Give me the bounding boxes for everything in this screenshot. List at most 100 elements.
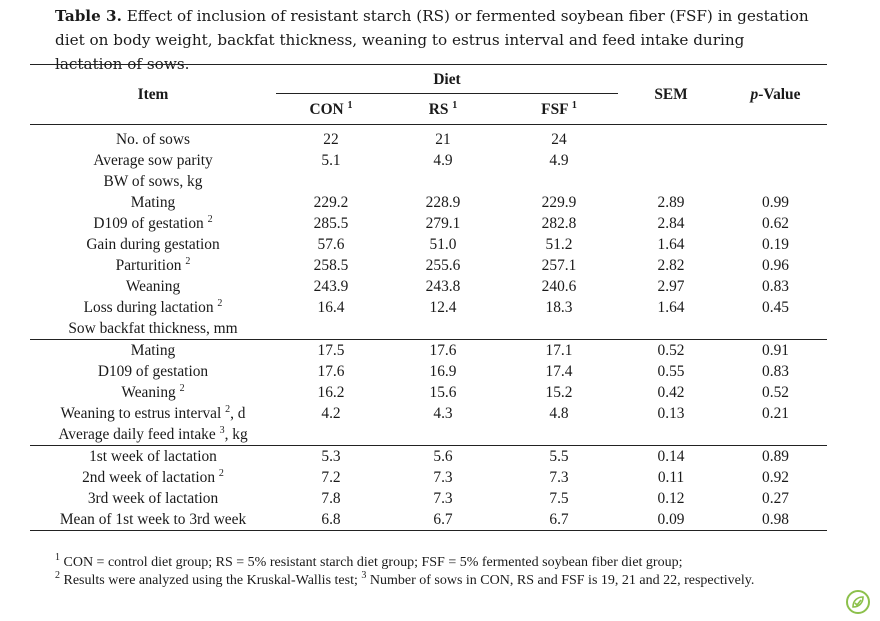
cell-con — [276, 424, 386, 446]
cell-fsf: 51.2 — [545, 236, 573, 253]
row-item-label: Weaning — [125, 278, 181, 295]
table-row: Loss during lactation 2 16.4 12.4 18.3 1.64 0… — [30, 297, 827, 318]
cell-sem: 1.64 — [657, 299, 685, 316]
cell-sem — [618, 125, 724, 151]
cell-con: 4.2 — [321, 405, 341, 422]
table-row: No. of sows 22 21 24 — [30, 124, 827, 151]
header-pvalue: p-Value — [750, 86, 801, 103]
cell-sem: 0.12 — [657, 490, 685, 507]
table-row: Gain during gestation 57.6 51.0 51.2 1.64 0.1… — [30, 234, 827, 255]
cell-sem: 2.84 — [657, 215, 685, 232]
cell-rs: 6.7 — [433, 511, 453, 528]
cell-fsf: 6.7 — [549, 511, 569, 528]
cell-con: 285.5 — [313, 215, 349, 232]
cell-p — [724, 150, 827, 171]
table-row: Weaning 2 16.2 15.6 15.2 0.42 0.52 — [30, 382, 827, 403]
table-row: Mating 229.2 228.9 229.9 2.89 0.99 — [30, 192, 827, 213]
table-row: 3rd week of lactation 7.8 7.3 7.5 0.12 0.27 — [30, 488, 827, 509]
cell-rs: 279.1 — [425, 215, 461, 232]
table-row: Parturition 2 258.5 255.6 257.1 2.82 0.96 — [30, 255, 827, 276]
cell-con: 7.8 — [321, 490, 341, 507]
cell-rs — [386, 318, 500, 340]
cell-rs: 243.8 — [425, 278, 461, 295]
row-item-label: Weaning 2 — [121, 383, 185, 402]
cell-p: 0.45 — [762, 299, 789, 316]
cell-p: 0.92 — [762, 469, 789, 486]
cell-sem — [618, 318, 724, 340]
table-row: Mean of 1st week to 3rd week 6.8 6.7 6.7 0.0… — [30, 509, 827, 531]
cell-fsf: 229.9 — [541, 194, 577, 211]
leaf-check-icon[interactable] — [846, 590, 870, 614]
row-item-label: Mean of 1st week to 3rd week — [59, 511, 247, 528]
cell-sem: 0.13 — [657, 405, 685, 422]
row-item-label: Average daily feed intake 3, kg — [58, 425, 248, 444]
table-row: 1st week of lactation 5.3 5.6 5.5 0.14 0.89 — [30, 445, 827, 468]
cell-rs: 7.3 — [433, 469, 453, 486]
cell-fsf — [500, 424, 618, 446]
cell-p — [724, 171, 827, 192]
row-item-label: Weaning to estrus interval 2, d — [60, 404, 246, 423]
cell-p: 0.62 — [762, 215, 789, 232]
row-item-label: 3rd week of lactation — [87, 490, 219, 507]
cell-con: 57.6 — [317, 236, 345, 253]
row-item-label: Mating — [130, 194, 176, 211]
cell-sem: 2.89 — [657, 194, 685, 211]
row-item-label: D109 of gestation 2 — [93, 214, 213, 233]
cell-fsf: 7.3 — [549, 469, 569, 486]
cell-sem — [618, 171, 724, 192]
cell-p — [724, 125, 827, 151]
cell-p: 0.19 — [762, 236, 789, 253]
cell-fsf: 17.4 — [545, 363, 573, 380]
cell-sem: 2.97 — [657, 278, 685, 295]
cell-rs: 51.0 — [429, 236, 457, 253]
cell-con: 16.4 — [317, 299, 345, 316]
row-item-label: Loss during lactation 2 — [83, 298, 223, 317]
table-row: 2nd week of lactation 2 7.2 7.3 7.3 0.11 0.92 — [30, 467, 827, 488]
cell-fsf: 24 — [551, 131, 567, 148]
cell-fsf: 7.5 — [549, 490, 569, 507]
footnote-2-3: 2 Results were analyzed using the Kruska… — [55, 570, 755, 589]
cell-p: 0.27 — [762, 490, 789, 507]
cell-fsf: 18.3 — [545, 299, 573, 316]
cell-p: 0.96 — [762, 257, 789, 274]
table-row: Weaning to estrus interval 2, d 4.2 4.3 4.8… — [30, 403, 827, 424]
table-row: Weaning 243.9 243.8 240.6 2.97 0.83 — [30, 276, 827, 297]
cell-rs — [386, 424, 500, 446]
row-item-label: BW of sows, kg — [103, 173, 203, 190]
cell-con: 229.2 — [313, 194, 349, 211]
cell-sem: 0.11 — [657, 469, 685, 486]
cell-con: 243.9 — [313, 278, 349, 295]
row-item-label: 2nd week of lactation 2 — [82, 468, 224, 487]
row-item-label: Sow backfat thickness, mm — [68, 320, 238, 337]
cell-con: 5.1 — [321, 152, 341, 169]
cell-con: 17.5 — [317, 342, 345, 359]
table-row: Mating 17.5 17.6 17.1 0.52 0.91 — [30, 339, 827, 362]
cell-fsf: 240.6 — [541, 278, 577, 295]
footnote-1: 1 CON = control diet group; RS = 5% resi… — [55, 552, 683, 571]
cell-sem: 0.55 — [657, 363, 685, 380]
cell-rs: 228.9 — [425, 194, 461, 211]
table-row: BW of sows, kg — [30, 171, 827, 192]
header-item: Item — [137, 86, 169, 103]
cell-rs: 255.6 — [425, 257, 461, 274]
cell-con: 5.3 — [321, 448, 341, 465]
row-item-label: Average sow parity — [93, 152, 213, 169]
table-label: Table 3. — [55, 7, 122, 25]
cell-sem: 0.09 — [657, 511, 685, 528]
cell-fsf — [500, 171, 618, 192]
cell-rs: 16.9 — [429, 363, 457, 380]
cell-p: 0.83 — [762, 363, 789, 380]
cell-rs: 15.6 — [429, 384, 457, 401]
cell-rs — [386, 171, 500, 192]
cell-sem — [618, 150, 724, 171]
table-row: D109 of gestation 17.6 16.9 17.4 0.55 0.83 — [30, 361, 827, 382]
cell-p — [724, 424, 827, 446]
table-row: Average sow parity 5.1 4.9 4.9 — [30, 150, 827, 171]
cell-fsf: 282.8 — [541, 215, 577, 232]
cell-p: 0.21 — [762, 405, 789, 422]
cell-fsf: 4.8 — [549, 405, 569, 422]
cell-fsf: 15.2 — [545, 384, 573, 401]
cell-con: 22 — [323, 131, 339, 148]
cell-rs: 17.6 — [429, 342, 457, 359]
header-fsf: FSF 1 — [541, 99, 577, 118]
